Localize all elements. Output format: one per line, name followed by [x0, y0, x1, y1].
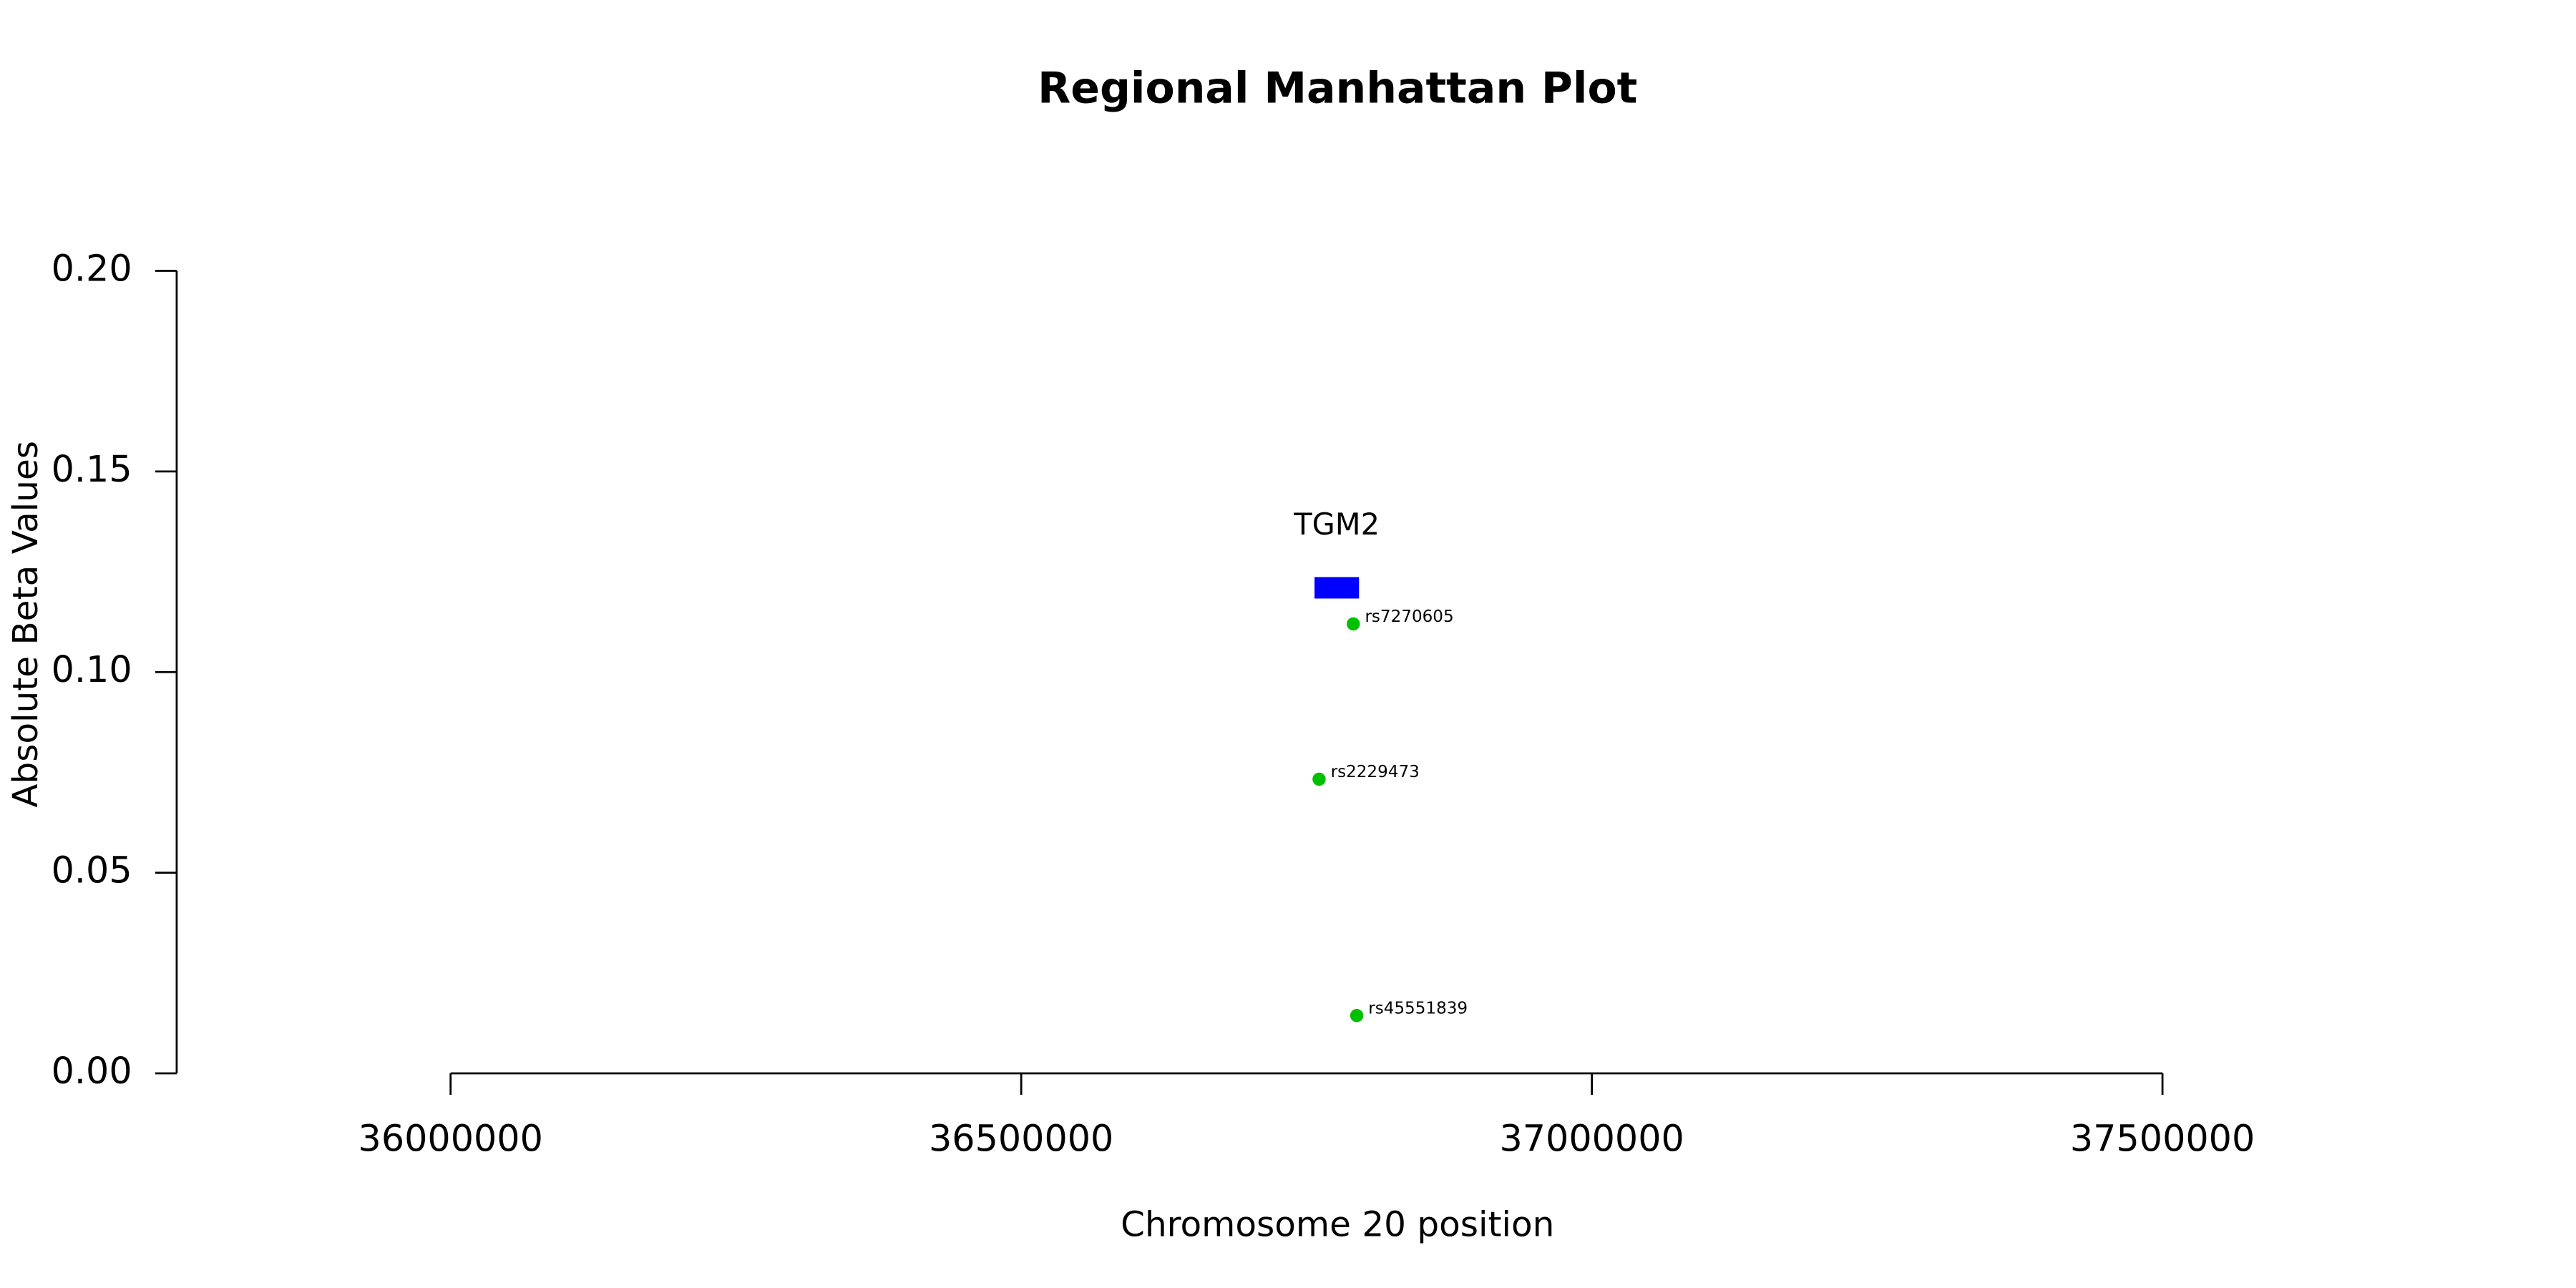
y-tick-label: 0.20 — [52, 247, 132, 289]
point-label: rs45551839 — [1368, 1000, 1468, 1018]
x-tick-label: 36000000 — [358, 1118, 543, 1160]
x-axis-label: Chromosome 20 position — [1121, 1205, 1554, 1245]
point — [1347, 617, 1360, 631]
x-tick-label: 37500000 — [2070, 1118, 2255, 1160]
x-tick-label: 37000000 — [1499, 1118, 1684, 1160]
y-tick-label: 0.10 — [52, 648, 132, 691]
y-tick-label: 0.15 — [52, 448, 132, 490]
chart-title: Regional Manhattan Plot — [1038, 64, 1637, 114]
y-axis-label: Absolute Beta Values — [6, 441, 46, 808]
point — [1350, 1009, 1364, 1023]
x-tick-label: 36500000 — [929, 1118, 1113, 1160]
point-label: rs7270605 — [1365, 608, 1453, 626]
gene-box — [1314, 577, 1360, 599]
y-tick-label: 0.05 — [52, 849, 132, 892]
point — [1312, 772, 1326, 786]
gene-label: TGM2 — [1293, 507, 1380, 542]
point-label: rs2229473 — [1331, 763, 1420, 781]
y-tick-label: 0.00 — [52, 1050, 132, 1092]
